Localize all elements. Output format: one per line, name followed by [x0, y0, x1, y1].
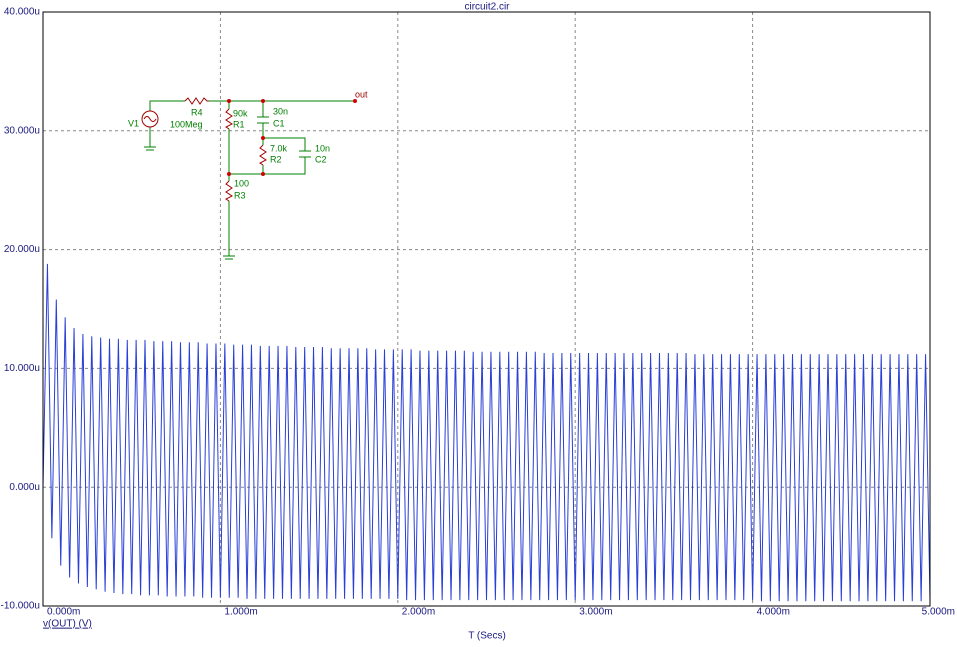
x-tick-label: 3.000m [579, 607, 612, 618]
component-value: 7.0k [270, 143, 288, 153]
component-value: 100Meg [170, 119, 203, 129]
component-value: 100 [234, 178, 249, 188]
component-label: C2 [315, 154, 327, 164]
y-tick-label: -10.000u [1, 601, 40, 612]
node-label: out [355, 89, 368, 99]
y-tick-label: 40.000u [4, 7, 40, 18]
y-tick-label: 10.000u [4, 363, 40, 374]
y-tick-label: 0.000u [9, 482, 40, 493]
component-label: R2 [270, 154, 282, 164]
component-label: C1 [273, 118, 285, 128]
x-tick-label: 5.000m [922, 607, 955, 618]
component-label: V1 [128, 118, 139, 128]
x-axis-label: T (Secs) [468, 631, 506, 642]
y-tick-label: 20.000u [4, 244, 40, 255]
component-label: R1 [233, 119, 245, 129]
component-label: R4 [191, 107, 203, 117]
legend-entry[interactable]: v(OUT) (V) [43, 619, 92, 630]
nodes [227, 99, 357, 176]
component-value: 30n [273, 106, 288, 116]
series-line [42, 263, 931, 602]
component-label: R3 [234, 190, 246, 200]
component-value: 90k [233, 108, 248, 118]
component-value: 10n [315, 143, 330, 153]
chart-title: circuit2.cir [464, 2, 510, 13]
plot-area [42, 263, 931, 602]
y-tick-label: 30.000u [4, 125, 40, 136]
x-tick-label: 2.000m [402, 607, 435, 618]
x-tick-label: 4.000m [757, 607, 790, 618]
schematic: V1 R4 100Meg 90k R1 30n C1 7.0k R2 10n C… [128, 89, 368, 260]
x-tick-label: 1.000m [224, 607, 257, 618]
x-tick-label: 0.000m [47, 607, 80, 618]
plot-frame [42, 11, 931, 607]
components [141, 97, 267, 202]
